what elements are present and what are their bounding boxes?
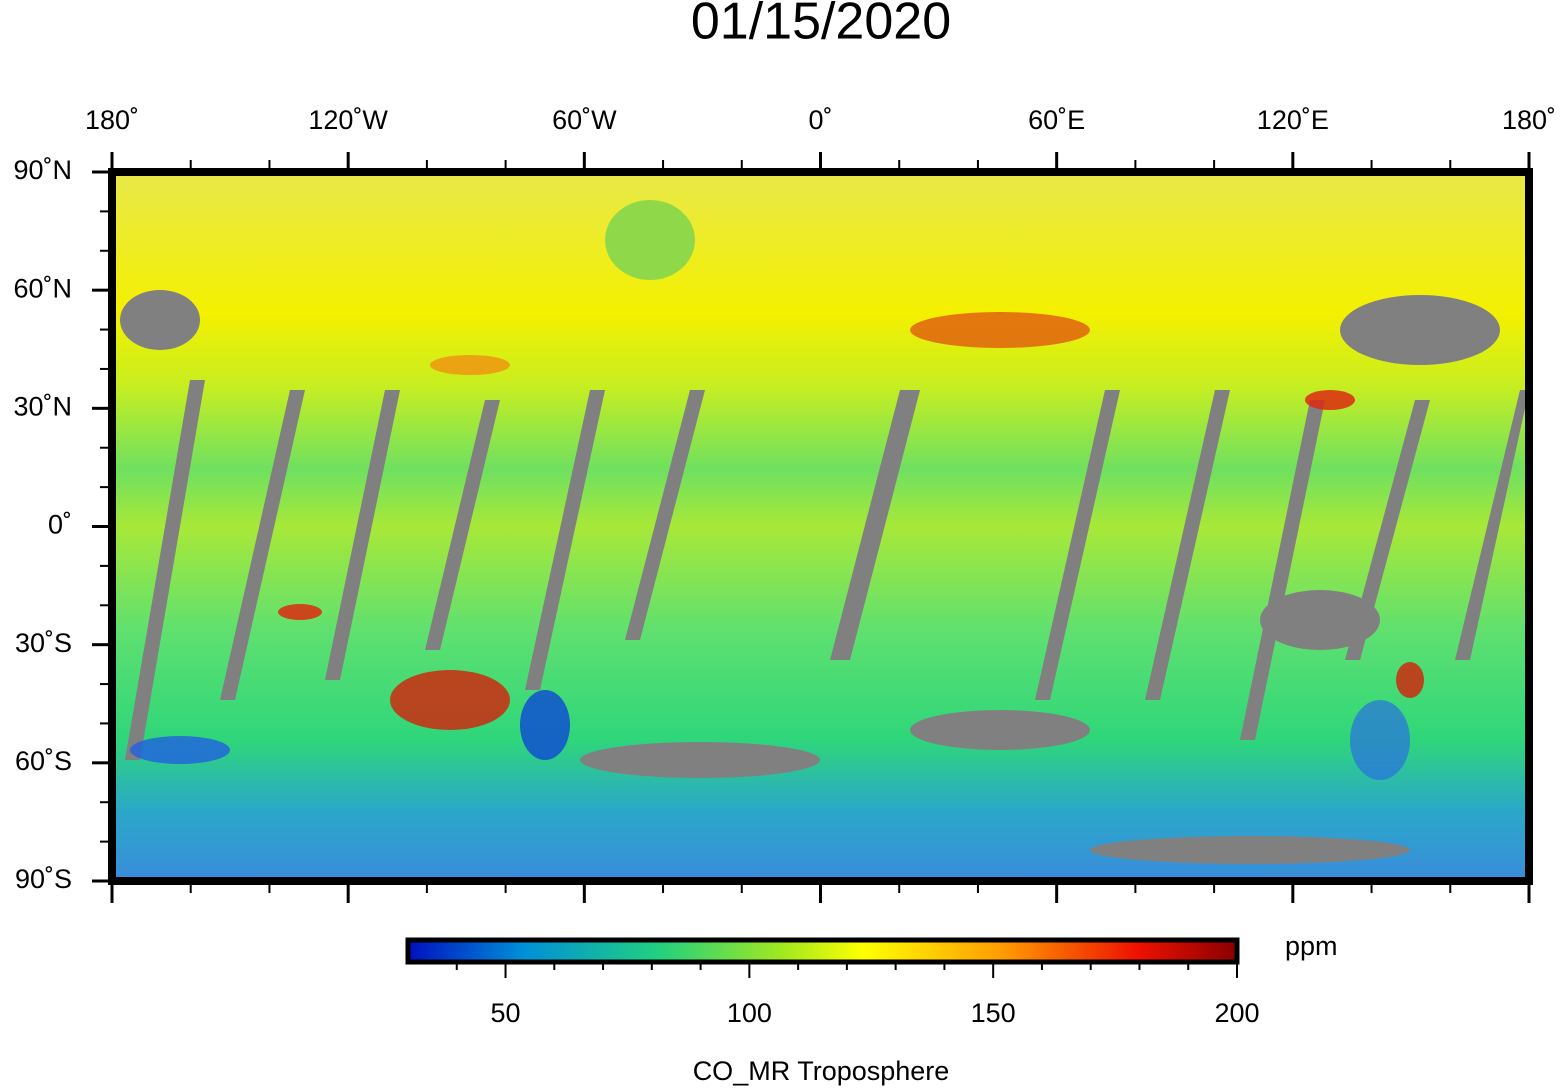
lon-tick-label: 120˚W [308,105,388,135]
map-frame [108,168,1533,885]
title: 01/15/2020 [691,0,951,51]
colorbar-tick-label: 150 [971,998,1016,1028]
colorbar [405,937,1240,965]
orbit-gaps [120,290,1529,864]
lon-tick-label: 180˚ [85,105,139,135]
lon-tick-label: 60˚E [1028,105,1085,135]
colorbar-tick-label: 100 [727,998,772,1028]
colorbar-label: CO_MR Troposphere [693,1056,950,1086]
lon-tick-label: 0˚ [808,105,832,135]
colorbar-unit: ppm [1285,931,1338,961]
lat-tick-label: 60˚N [13,273,72,303]
lat-tick-label: 90˚S [15,864,72,894]
lat-tick-label: 30˚S [15,628,72,658]
map-field [112,172,1529,881]
lat-tick-label: 30˚N [13,391,72,421]
co-field [112,172,1529,881]
lat-tick-label: 60˚S [15,746,72,776]
lat-tick-label: 90˚N [13,155,72,185]
lon-tick-label: 60˚W [552,105,617,135]
lon-tick-label: 120˚E [1257,105,1329,135]
colorbar-tick-label: 50 [491,998,521,1028]
lat-tick-label: 0˚ [48,510,72,540]
lon-tick-label: 180˚ [1502,105,1556,135]
high-co-plumes [130,200,1424,780]
colorbar-tick-label: 200 [1214,998,1259,1028]
